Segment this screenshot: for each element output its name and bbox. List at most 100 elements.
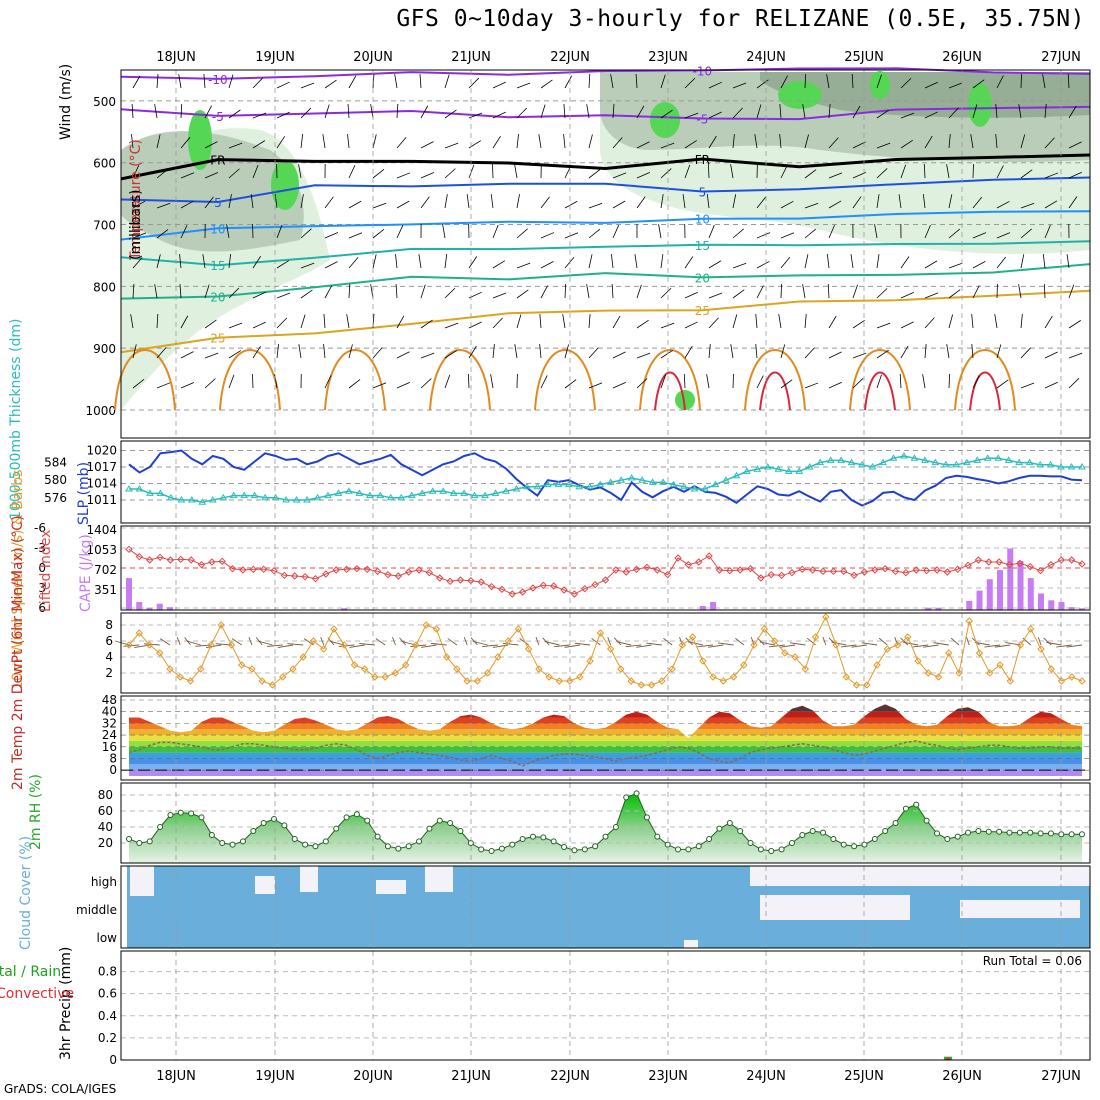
wind-barb [324, 79, 337, 89]
rh2m-point [726, 820, 733, 826]
wind-speed-point [360, 665, 369, 673]
wind-barb [490, 374, 494, 389]
wind-barb [588, 314, 591, 329]
wind-speed-point [852, 681, 861, 689]
wind-barb [660, 142, 675, 149]
wind-barb [923, 163, 926, 179]
wind-barb [231, 638, 242, 646]
isotherm-line [120, 105, 1091, 121]
wind-barb [540, 79, 553, 89]
wind-barb [948, 373, 951, 389]
wind-barb [564, 165, 572, 179]
wind-barb [467, 373, 470, 389]
bottom-date-label: 23JUN [648, 1069, 688, 1084]
wind-barb [827, 283, 830, 299]
wind-barb [730, 344, 734, 359]
rh2m-point [623, 794, 630, 801]
thickness-point [1046, 460, 1055, 468]
wind-barb [684, 164, 691, 179]
wind-barb [946, 164, 950, 179]
rh2m-point [675, 846, 682, 853]
wind-barb [613, 637, 622, 646]
rh2m-point [540, 834, 547, 841]
li-point [228, 564, 237, 573]
wind-speed-point [135, 629, 143, 637]
wind-speed-point [709, 673, 717, 681]
wind-barb [894, 636, 898, 646]
wind-speed-point [524, 645, 533, 653]
wind-speed-point [535, 665, 543, 673]
wind-barb [204, 141, 218, 149]
wind-speed-point [678, 641, 687, 649]
wind-barb [1044, 200, 1058, 209]
wind-barb [852, 196, 862, 209]
wind-speed-point [832, 641, 840, 649]
wind-barb [588, 73, 591, 89]
wind-barb [250, 194, 254, 209]
rh2m-point [561, 844, 568, 850]
wind-barb [156, 254, 161, 269]
wind-barb [878, 637, 888, 646]
wind-barb [635, 74, 638, 89]
wind-barb [349, 644, 365, 648]
y-axis-label-mb: (millibars) [128, 189, 144, 260]
y-tick-label: 0.6 [98, 987, 117, 1001]
top-date-label: 20JUN [353, 50, 393, 65]
wind-barb [828, 137, 839, 149]
wind-barb [447, 638, 458, 646]
isotherm-contour [969, 371, 1001, 411]
wind-barb [492, 224, 499, 239]
wind-barb [492, 111, 506, 119]
wind-barb [996, 379, 1009, 389]
wind-barb [178, 74, 182, 89]
thickness-point [910, 454, 919, 461]
rh2m-point [933, 830, 940, 837]
cape-bar [925, 607, 932, 610]
wind-barb [876, 168, 888, 179]
cape-bar [710, 602, 717, 610]
thickness-point [397, 493, 406, 501]
wind-barb [396, 315, 405, 329]
li-point [591, 580, 599, 589]
li-point [208, 558, 216, 566]
wind-barb [180, 315, 189, 329]
wind-barb [482, 644, 498, 648]
wind-barb [634, 254, 638, 269]
wind-barb [804, 228, 817, 239]
wind-barb [372, 347, 383, 359]
cape-bar [1068, 607, 1075, 610]
wind-barb [516, 228, 528, 239]
wind-barb [876, 74, 882, 89]
wind-barb [610, 74, 614, 89]
rh2m-point [706, 836, 713, 842]
wind-barb [544, 641, 560, 646]
wind-barb [492, 260, 506, 269]
wind-barb [876, 374, 882, 389]
y-tick-label: 1000 [85, 404, 116, 418]
wind-barb [1068, 377, 1080, 389]
wind-barb [252, 140, 266, 149]
wind-barb [392, 636, 396, 646]
li-point [363, 565, 371, 574]
thickness-point [533, 482, 542, 490]
rh2m-point [167, 812, 174, 818]
wind-speed-point [1027, 625, 1035, 633]
wind-barb [924, 135, 933, 149]
li-point [1047, 560, 1055, 569]
wind-barb [248, 636, 253, 646]
wind-barb [1043, 637, 1052, 646]
wind-barb [430, 642, 447, 646]
thickness-point [564, 480, 573, 488]
wind-speed-point [781, 649, 789, 657]
li-point [446, 577, 454, 586]
top-date-label: 24JUN [746, 50, 786, 65]
wind-barb [204, 172, 219, 179]
rh2m-point [447, 820, 454, 826]
wind-barb [1068, 141, 1082, 149]
wind-barb [778, 314, 782, 329]
li-point [612, 566, 620, 574]
thickness-point [470, 491, 479, 499]
wind-barb [900, 77, 912, 89]
wind-barb [444, 109, 457, 119]
wind-barb [658, 224, 662, 239]
